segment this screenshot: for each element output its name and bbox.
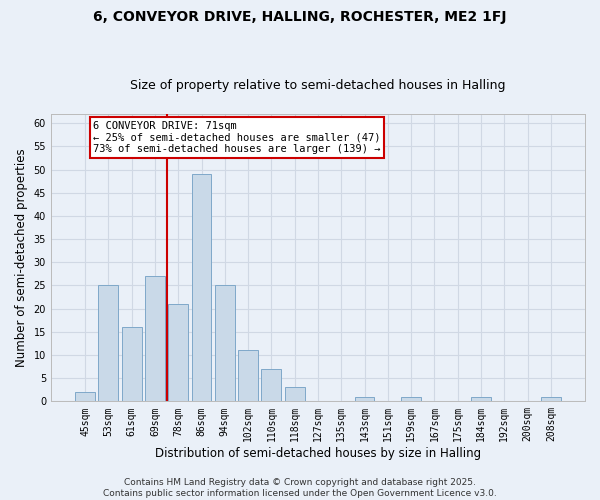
Bar	[191, 174, 211, 402]
Text: Contains HM Land Registry data © Crown copyright and database right 2025.
Contai: Contains HM Land Registry data © Crown c…	[103, 478, 497, 498]
Bar	[75, 392, 95, 402]
Bar	[285, 388, 305, 402]
Bar	[471, 396, 491, 402]
Bar	[541, 396, 561, 402]
Bar	[355, 396, 374, 402]
Bar	[98, 286, 118, 402]
Y-axis label: Number of semi-detached properties: Number of semi-detached properties	[15, 148, 28, 367]
Bar	[262, 369, 281, 402]
Bar	[215, 286, 235, 402]
Bar	[401, 396, 421, 402]
Bar	[122, 327, 142, 402]
Bar	[238, 350, 258, 402]
Title: Size of property relative to semi-detached houses in Halling: Size of property relative to semi-detach…	[130, 79, 506, 92]
Text: 6, CONVEYOR DRIVE, HALLING, ROCHESTER, ME2 1FJ: 6, CONVEYOR DRIVE, HALLING, ROCHESTER, M…	[93, 10, 507, 24]
Bar	[169, 304, 188, 402]
Bar	[145, 276, 165, 402]
Text: 6 CONVEYOR DRIVE: 71sqm
← 25% of semi-detached houses are smaller (47)
73% of se: 6 CONVEYOR DRIVE: 71sqm ← 25% of semi-de…	[93, 121, 381, 154]
X-axis label: Distribution of semi-detached houses by size in Halling: Distribution of semi-detached houses by …	[155, 447, 481, 460]
